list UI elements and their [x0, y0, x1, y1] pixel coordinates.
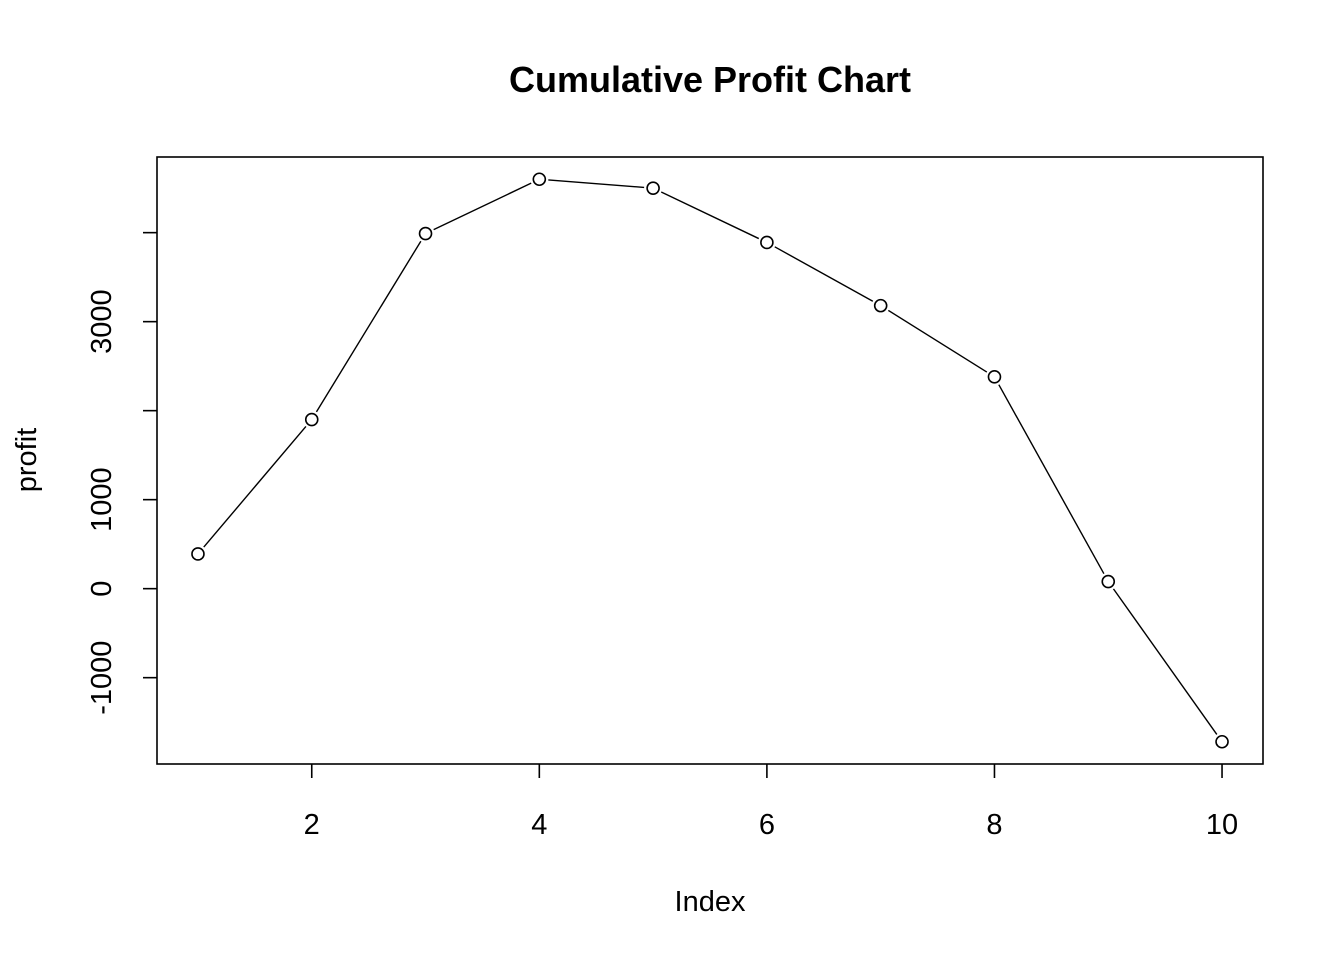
data-point	[873, 298, 888, 313]
x-axis-label: Index	[675, 886, 746, 918]
x-tick-label: 10	[1206, 809, 1238, 841]
series-segment	[774, 246, 874, 302]
series-group	[191, 172, 1229, 749]
x-axis: 2 4 6 8 10	[304, 764, 1238, 841]
data-point	[646, 181, 660, 195]
x-tick-label: 4	[531, 809, 547, 841]
plot-frame	[156, 156, 1264, 765]
data-point	[532, 172, 547, 187]
data-point	[1101, 574, 1116, 589]
series-segment	[315, 240, 422, 413]
series-segment	[548, 179, 645, 189]
y-tick-label: -1000	[86, 641, 118, 715]
data-point	[987, 370, 1002, 384]
y-axis-label: profit	[11, 428, 43, 492]
x-tick-label: 6	[759, 809, 775, 841]
y-tick-label: 1000	[86, 467, 118, 532]
series-segment	[998, 384, 1105, 575]
x-tick-label: 8	[986, 809, 1002, 841]
x-tick-label: 2	[304, 809, 320, 841]
data-point	[760, 235, 774, 250]
y-tick-label: 3000	[86, 289, 118, 354]
data-point	[191, 547, 205, 561]
chart-title: Cumulative Profit Chart	[509, 59, 911, 100]
series-segment	[433, 182, 532, 231]
series-segment	[660, 191, 760, 240]
y-axis: -1000 0 1000 3000	[86, 231, 157, 715]
data-point	[1215, 734, 1229, 749]
series-segment	[203, 425, 307, 548]
series-segment	[1112, 588, 1218, 735]
series-segment	[887, 309, 988, 373]
data-point	[304, 412, 319, 427]
y-tick-label: 0	[86, 581, 118, 597]
data-point	[418, 226, 433, 241]
